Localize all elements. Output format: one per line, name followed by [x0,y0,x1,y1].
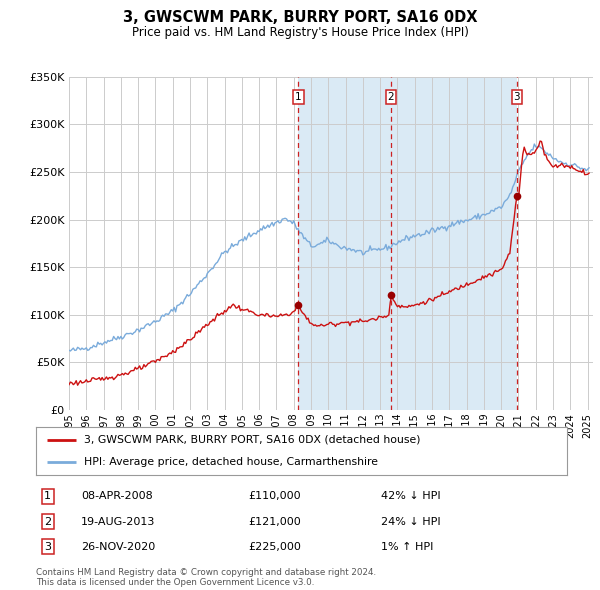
Text: 42% ↓ HPI: 42% ↓ HPI [381,491,441,501]
Bar [298,77,391,410]
Text: 26-NOV-2020: 26-NOV-2020 [81,542,155,552]
Text: £225,000: £225,000 [248,542,301,552]
Text: 3: 3 [44,542,51,552]
Text: £121,000: £121,000 [248,516,301,526]
Bar [391,77,517,410]
Text: 2: 2 [388,91,394,101]
Text: HPI: Average price, detached house, Carmarthenshire: HPI: Average price, detached house, Carm… [84,457,378,467]
Text: 1: 1 [295,91,302,101]
Text: 1% ↑ HPI: 1% ↑ HPI [381,542,434,552]
Text: 1: 1 [44,491,51,501]
Text: 19-AUG-2013: 19-AUG-2013 [81,516,155,526]
Text: 3: 3 [514,91,520,101]
Text: Contains HM Land Registry data © Crown copyright and database right 2024.
This d: Contains HM Land Registry data © Crown c… [36,568,376,587]
Text: 3, GWSCWM PARK, BURRY PORT, SA16 0DX: 3, GWSCWM PARK, BURRY PORT, SA16 0DX [123,10,477,25]
Text: £110,000: £110,000 [248,491,301,501]
Text: 24% ↓ HPI: 24% ↓ HPI [381,516,441,526]
Text: 3, GWSCWM PARK, BURRY PORT, SA16 0DX (detached house): 3, GWSCWM PARK, BURRY PORT, SA16 0DX (de… [84,435,420,445]
Text: 2: 2 [44,516,51,526]
Text: 08-APR-2008: 08-APR-2008 [81,491,153,501]
Text: Price paid vs. HM Land Registry's House Price Index (HPI): Price paid vs. HM Land Registry's House … [131,26,469,39]
